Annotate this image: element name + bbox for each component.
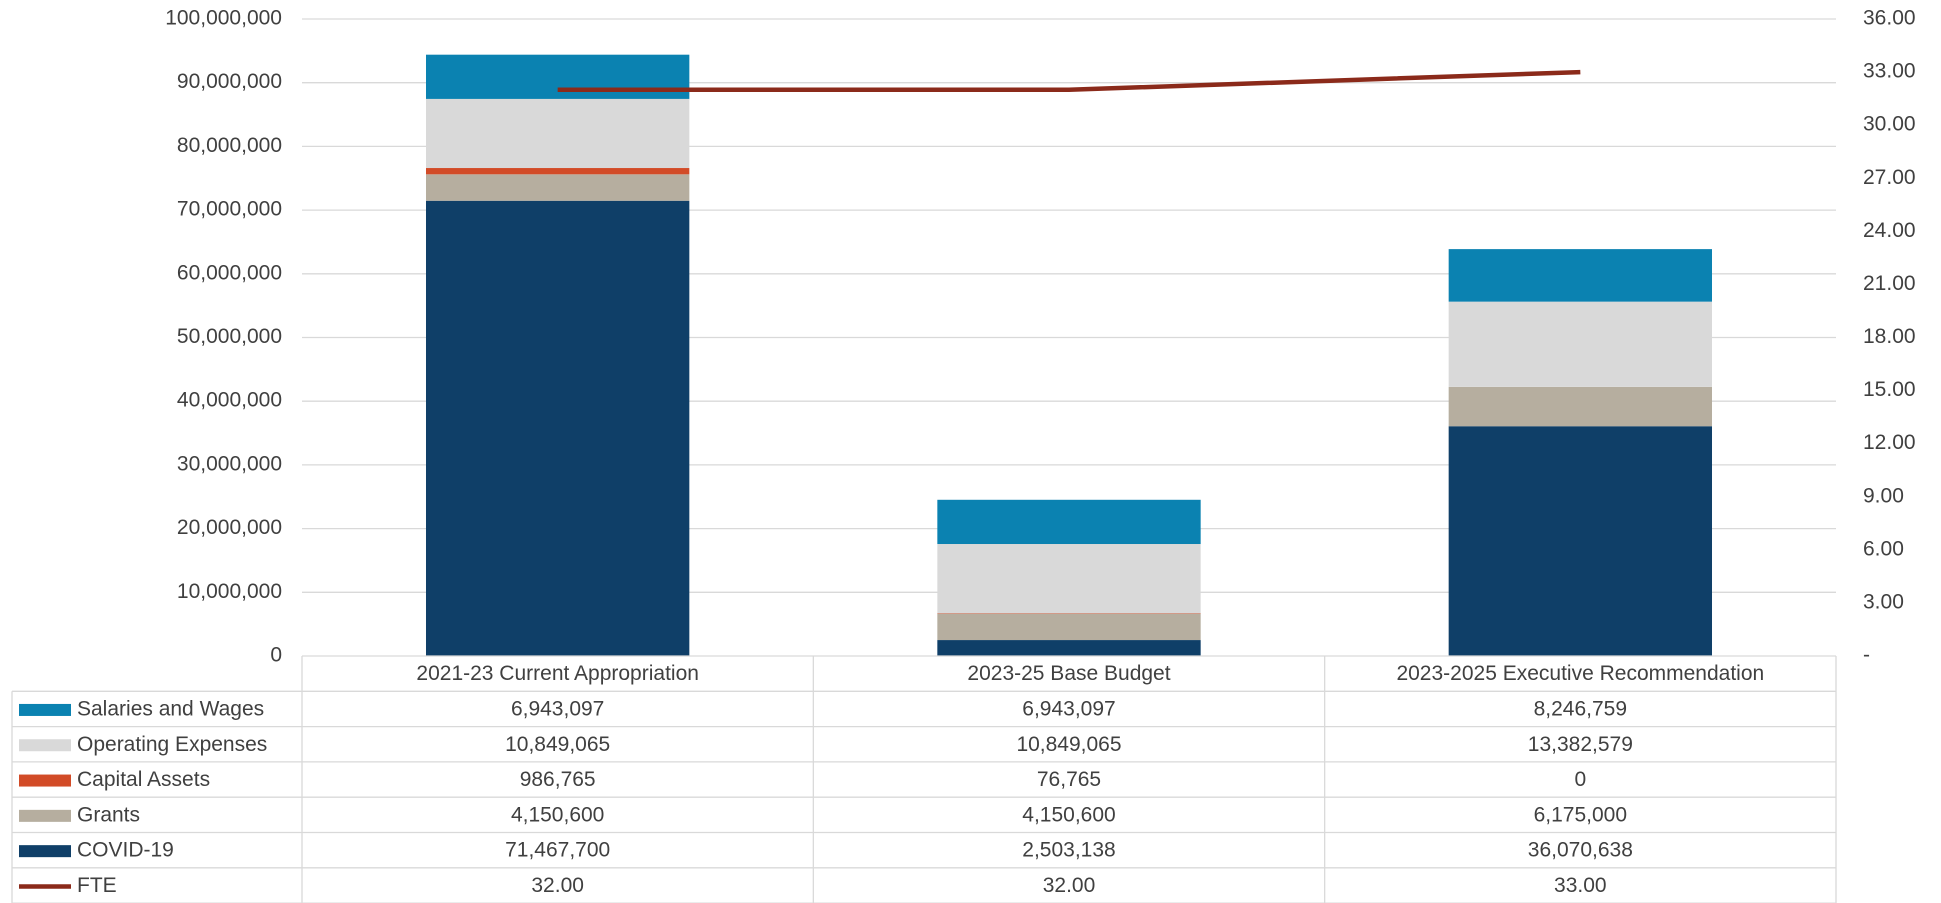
bar-segment <box>425 54 690 99</box>
y2-tick-label: - <box>1863 644 1870 667</box>
table-value: 76,765 <box>1037 768 1101 791</box>
table-value: 6,943,097 <box>511 697 604 720</box>
y2-tick-label: 15.00 <box>1863 378 1916 401</box>
table-value: 71,467,700 <box>505 839 610 862</box>
bar-segment <box>1448 426 1713 656</box>
bar-segment <box>1448 386 1713 427</box>
x-tick-label: 2021-23 Current Appropriation <box>416 662 699 685</box>
table-value: 13,382,579 <box>1528 733 1633 756</box>
y-tick-label: 30,000,000 <box>177 452 282 475</box>
y-tick-label: 0 <box>270 644 282 667</box>
legend-swatch <box>19 809 71 822</box>
bar-segment <box>425 174 690 201</box>
bar-segment <box>937 544 1201 614</box>
y2-tick-label: 24.00 <box>1863 219 1916 242</box>
table-value: 10,849,065 <box>1016 733 1121 756</box>
bar-segment <box>937 613 1201 641</box>
y2-tick-label: 9.00 <box>1863 484 1904 507</box>
legend-label: Capital Assets <box>77 768 210 791</box>
table-value: 0 <box>1574 768 1586 791</box>
bar-segment <box>1448 249 1713 302</box>
bar-segment <box>425 98 690 169</box>
y-tick-label: 90,000,000 <box>177 70 282 93</box>
bar-segment <box>937 640 1201 656</box>
table-value: 36,070,638 <box>1528 839 1633 862</box>
table-value: 4,150,600 <box>1022 803 1115 826</box>
y2-tick-label: 12.00 <box>1863 431 1916 454</box>
y-tick-label: 70,000,000 <box>177 198 282 221</box>
y-tick-label: 80,000,000 <box>177 134 282 157</box>
legend-label: Salaries and Wages <box>77 697 264 720</box>
legend-label: COVID-19 <box>77 839 174 862</box>
legend-swatch <box>19 845 71 858</box>
y2-tick-label: 27.00 <box>1863 166 1916 189</box>
table-value: 8,246,759 <box>1534 697 1627 720</box>
legend-label: FTE <box>77 874 117 897</box>
x-tick-label: 2023-25 Base Budget <box>967 662 1170 685</box>
table-value: 32.00 <box>1043 874 1096 897</box>
legend-swatch <box>19 703 71 716</box>
table-value: 6,175,000 <box>1534 803 1627 826</box>
y2-tick-label: 36.00 <box>1863 7 1916 30</box>
legend-swatch <box>19 774 71 787</box>
table-value: 2,503,138 <box>1022 839 1115 862</box>
table-value: 33.00 <box>1554 874 1607 897</box>
table-value: 10,849,065 <box>505 733 610 756</box>
y-tick-label: 100,000,000 <box>165 7 282 30</box>
table-value: 986,765 <box>520 768 596 791</box>
line <box>557 69 1581 93</box>
y2-tick-label: 21.00 <box>1863 272 1916 295</box>
bar-segment <box>425 168 690 175</box>
table-value: 4,150,600 <box>511 803 604 826</box>
bar-segment <box>425 200 690 657</box>
y-tick-label: 50,000,000 <box>177 325 282 348</box>
y2-tick-label: 3.00 <box>1863 590 1904 613</box>
bar-segment <box>937 499 1201 545</box>
y-tick-label: 20,000,000 <box>177 516 282 539</box>
x-tick-label: 2023-2025 Executive Recommendation <box>1396 662 1764 685</box>
legend-label: Operating Expenses <box>77 733 267 756</box>
y-tick-label: 60,000,000 <box>177 261 282 284</box>
table-value: 6,943,097 <box>1022 697 1115 720</box>
y2-tick-label: 18.00 <box>1863 325 1916 348</box>
bar-segment <box>1448 301 1713 387</box>
y-tick-label: 40,000,000 <box>177 389 282 412</box>
table-value: 32.00 <box>531 874 584 897</box>
legend-swatch <box>19 739 71 752</box>
y-tick-label: 10,000,000 <box>177 580 282 603</box>
y2-tick-label: 6.00 <box>1863 537 1904 560</box>
y2-tick-label: 30.00 <box>1863 113 1916 136</box>
legend-label: Grants <box>77 803 140 826</box>
y2-tick-label: 33.00 <box>1863 60 1916 83</box>
